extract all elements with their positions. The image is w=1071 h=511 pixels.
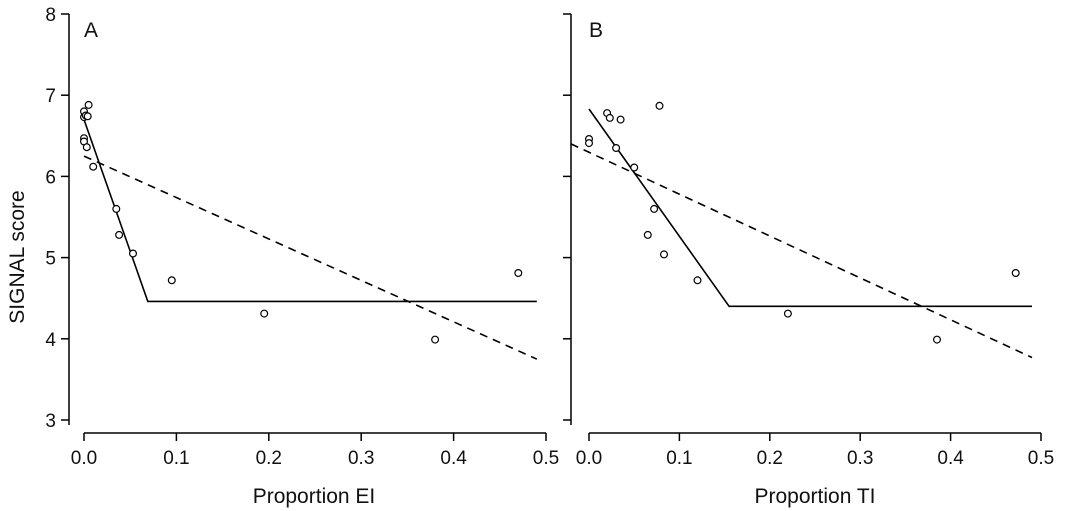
data-point [89,162,98,171]
data-point [167,276,176,285]
data-point [84,100,93,109]
data-point [693,276,702,285]
x-tick-label: 0.2 [757,448,783,469]
data-point [643,230,652,239]
x-axis-label: Proportion TI [754,485,875,508]
x-axis-label: Proportion EI [253,485,376,508]
x-tick-label: 0.0 [576,448,602,469]
data-point [659,250,668,259]
breakpoint-fit-line [83,119,537,303]
data-point [112,204,121,213]
data-point [655,101,664,110]
x-tick-label: 0.5 [1028,448,1054,469]
data-point [129,249,138,258]
panel-label: A [84,19,98,42]
data-point [83,112,92,121]
x-tick-label: 0.4 [440,448,467,469]
data-point [82,143,91,152]
linear-fit-line [83,155,538,360]
x-tick-label: 0.3 [847,448,873,469]
panel-label: B [589,19,603,42]
data-point [612,144,621,153]
data-point [605,113,614,122]
x-tick-label: 0.1 [163,448,189,469]
x-tick-label: 0.3 [348,448,374,469]
y-axis-label: SIGNAL score [6,190,29,323]
data-point [584,139,593,148]
y-tick-label: 7 [45,86,56,107]
y-tick-label: 8 [45,5,56,26]
data-point [115,230,124,239]
data-point [431,335,440,344]
y-tick-label: 6 [45,167,56,188]
panel-b: B Proportion TI 0.0 0.1 0.2 0.3 0.4 0.5 [563,13,1054,508]
data-point [650,204,659,213]
linear-fit-line [570,143,1033,359]
data-point [783,309,792,318]
x-tick-label: 0.4 [937,448,964,469]
y-tick-label: 3 [45,411,56,432]
y-tick-label: 4 [45,330,56,351]
data-point [514,269,523,278]
x-tick-label: 0.0 [71,448,97,469]
data-point [616,115,625,124]
x-tick-label: 0.5 [533,448,559,469]
x-tick-label: 0.1 [666,448,692,469]
panel-a: A Proportion EI 0.0 0.1 0.2 0.3 0.4 0.5 3 4 5 6 7 8 [45,5,559,508]
data-point [1011,269,1020,278]
y-tick-label: 5 [45,249,56,270]
data-point [932,335,941,344]
data-point [630,163,639,172]
data-point [260,309,269,318]
x-tick-label: 0.2 [256,448,282,469]
